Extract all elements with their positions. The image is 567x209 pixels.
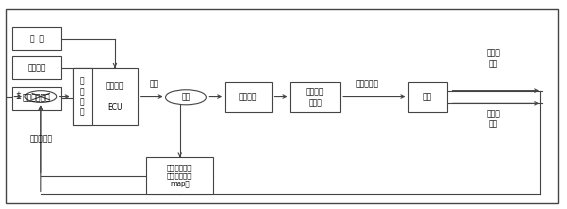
Text: 反侧倾力矩: 反侧倾力矩 bbox=[356, 79, 379, 88]
Text: 车轮负荷: 车轮负荷 bbox=[27, 63, 46, 73]
Bar bbox=[73, 68, 92, 125]
Text: 车  速: 车 速 bbox=[29, 34, 44, 43]
Text: 电流: 电流 bbox=[150, 79, 159, 88]
Bar bbox=[290, 82, 340, 112]
Bar bbox=[73, 68, 138, 125]
Text: 转向盘角速度: 转向盘角速度 bbox=[23, 94, 50, 103]
Text: 侧向加
速度: 侧向加 速度 bbox=[486, 110, 500, 129]
Text: 实际侧
倾角: 实际侧 倾角 bbox=[486, 49, 500, 68]
Bar bbox=[12, 27, 61, 50]
Text: 侧向加速度与
理想侧倾角的
map图: 侧向加速度与 理想侧倾角的 map图 bbox=[167, 165, 192, 187]
Bar bbox=[146, 157, 213, 194]
Text: 理想侧倾角: 理想侧倾角 bbox=[29, 134, 52, 144]
Text: 电机: 电机 bbox=[181, 93, 191, 102]
Text: 主动横向
稳定杆: 主动横向 稳定杆 bbox=[306, 88, 324, 107]
Bar bbox=[12, 87, 61, 110]
Bar bbox=[225, 82, 272, 112]
Text: +: + bbox=[15, 91, 21, 97]
Text: 车辆: 车辆 bbox=[423, 93, 432, 102]
Text: 谐波齿轮: 谐波齿轮 bbox=[239, 93, 257, 102]
Bar bbox=[408, 82, 447, 112]
Text: 修正电流

ECU: 修正电流 ECU bbox=[105, 82, 124, 112]
Text: −: − bbox=[15, 97, 21, 102]
Circle shape bbox=[166, 90, 206, 105]
Text: 基
本
电
流: 基 本 电 流 bbox=[80, 76, 84, 117]
Circle shape bbox=[25, 91, 57, 102]
Bar bbox=[12, 56, 61, 79]
